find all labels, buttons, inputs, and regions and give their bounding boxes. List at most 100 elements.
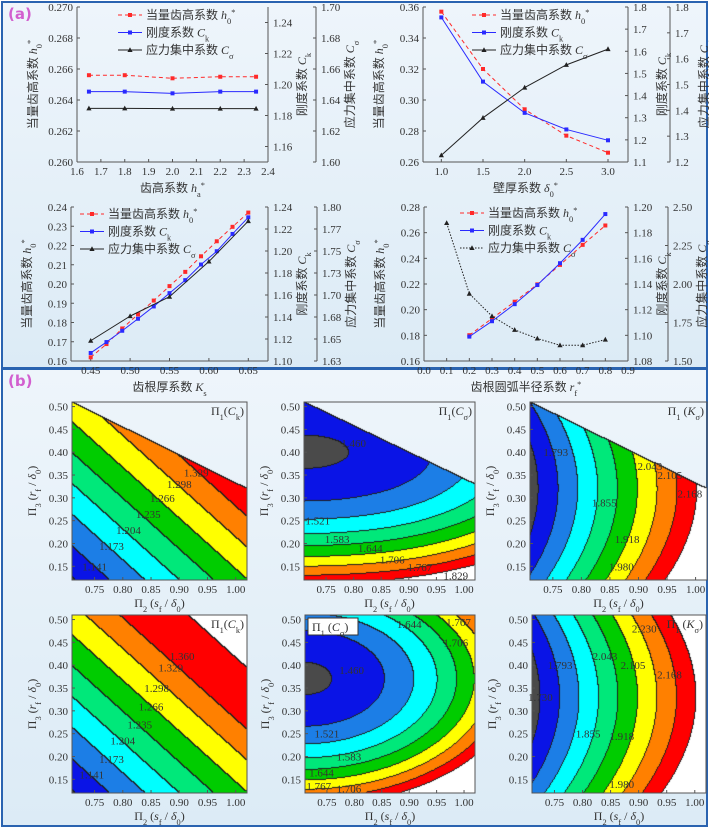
- x-tick-label: 1.00: [226, 584, 246, 596]
- y-tick-label: 1.66: [321, 64, 341, 76]
- data-point: [230, 231, 235, 236]
- data-point: [489, 313, 495, 319]
- text-part: /: [25, 693, 39, 702]
- text-part: C: [575, 43, 584, 57]
- y-tick-label: 1.4: [675, 105, 689, 117]
- x-tick-label: 0.7: [576, 365, 590, 377]
- text-part: 0: [189, 216, 193, 225]
- text-part: a: [197, 190, 201, 199]
- text-part: δ: [630, 809, 636, 823]
- y-tick-label: 1.73: [322, 268, 342, 280]
- text-part: *: [577, 380, 581, 389]
- text-part: f: [618, 605, 621, 614]
- data-point: [490, 316, 494, 321]
- text-part: σ: [353, 240, 362, 245]
- data-point: [206, 258, 212, 264]
- text-part: δ: [630, 596, 636, 610]
- contour-level-label: 2.168: [657, 669, 682, 681]
- text-part: 1: [220, 413, 224, 422]
- text-part: f: [159, 818, 162, 827]
- x-tick-label: 0.95: [427, 584, 447, 596]
- text-part: Π: [312, 620, 321, 634]
- text-part: ): [700, 404, 704, 418]
- text-part: (: [485, 709, 499, 716]
- text-part: σ: [694, 626, 699, 635]
- y-tick-label: 0.40: [49, 447, 69, 459]
- text-part: Π: [593, 596, 602, 610]
- text-part: h: [575, 8, 581, 22]
- y-axis-label: Π3 (rf / δ0): [258, 679, 276, 729]
- text-part: r: [483, 491, 497, 496]
- text-part: (: [224, 404, 228, 418]
- x-axis-label: Π2 (sf / δ0): [594, 809, 644, 827]
- y-tick-label: 1.20: [633, 202, 653, 214]
- legend-marker: [482, 30, 486, 35]
- data-point: [603, 212, 608, 217]
- contour-level-label: 1.204: [110, 736, 135, 748]
- data-point: [151, 298, 156, 303]
- text-part: C: [655, 256, 669, 265]
- plot-frame: [531, 614, 707, 794]
- contour-level-label: 2.168: [677, 488, 702, 500]
- text-part: 3: [492, 503, 501, 507]
- y-tick-label: 1.75: [673, 318, 693, 330]
- text-part: 0: [494, 683, 503, 687]
- text-part: Π: [365, 809, 374, 823]
- text-part: Π: [439, 404, 448, 418]
- y-tick-label: 0.32: [400, 64, 419, 76]
- text-part: 0: [569, 215, 573, 224]
- legend-marker: [470, 211, 474, 215]
- text-part: /: [621, 809, 630, 823]
- series-line: [88, 74, 257, 79]
- legend-marker: [127, 47, 133, 52]
- data-point: [217, 105, 223, 111]
- contour-chart-6: 0.75 0.80 0.85 0.90 0.95 1.00 0.15 0.20 0.25 0.30…: [485, 614, 707, 827]
- text-part: ): [411, 596, 415, 610]
- y-axis-label: Π3 (rf / δ0): [25, 466, 43, 516]
- y-tick-label: 1.68: [322, 312, 342, 324]
- x-tick-label: 1.9: [142, 166, 156, 178]
- x-tick-label: 0.90: [170, 584, 190, 596]
- contour-level-label: 1.235: [127, 720, 152, 732]
- x-tick-label: 0.90: [400, 797, 420, 809]
- x-tick-label: 1.00: [685, 797, 705, 809]
- x-tick-label: 0.75: [316, 584, 336, 596]
- text-part: 刚度系数: [654, 265, 669, 316]
- x-tick-label: 0.3: [485, 365, 499, 377]
- y-tick-label: 0.20: [507, 538, 527, 550]
- x-tick-label: 2.0: [518, 166, 532, 178]
- data-point: [603, 223, 608, 228]
- y-tick-label: 0.50: [281, 402, 301, 414]
- text-part: C: [563, 241, 572, 255]
- y-tick-label: 0.20: [282, 751, 302, 763]
- y-tick-label: 2.25: [673, 241, 693, 253]
- x-tick-label: 0.80: [344, 584, 364, 596]
- x-axis-label: Π2 (sf / δ0): [593, 596, 643, 614]
- text-part: (: [147, 809, 154, 823]
- data-point: [199, 262, 204, 267]
- x-tick-label: 0.2: [462, 365, 476, 377]
- text-part: (: [25, 709, 39, 716]
- x-tick-label: 0.75: [85, 797, 105, 809]
- x-tick-label: 0.90: [399, 584, 419, 596]
- text-part: /: [162, 596, 171, 610]
- plot-frame: [303, 401, 476, 581]
- y-tick-label: 0.45: [49, 424, 69, 436]
- data-point: [167, 291, 172, 296]
- data-point: [218, 74, 223, 79]
- text-part: ): [411, 809, 415, 823]
- y-tick-label: 1.20: [273, 246, 293, 258]
- text-part: Π: [25, 720, 39, 729]
- text-part: f: [267, 702, 276, 705]
- x-tick-label: 0.9: [621, 365, 635, 377]
- data-point: [481, 67, 485, 71]
- text-part: δ: [401, 596, 407, 610]
- text-part: 2: [143, 818, 147, 827]
- y-tick-label: 0.30: [400, 95, 420, 107]
- data-point: [512, 299, 517, 304]
- y-tick-label: 0.268: [48, 33, 73, 45]
- contour-level-label: 1.644: [358, 543, 383, 555]
- text-part: C: [695, 244, 709, 253]
- y-tick-label: 2.00: [673, 279, 693, 291]
- text-part: k: [205, 34, 210, 43]
